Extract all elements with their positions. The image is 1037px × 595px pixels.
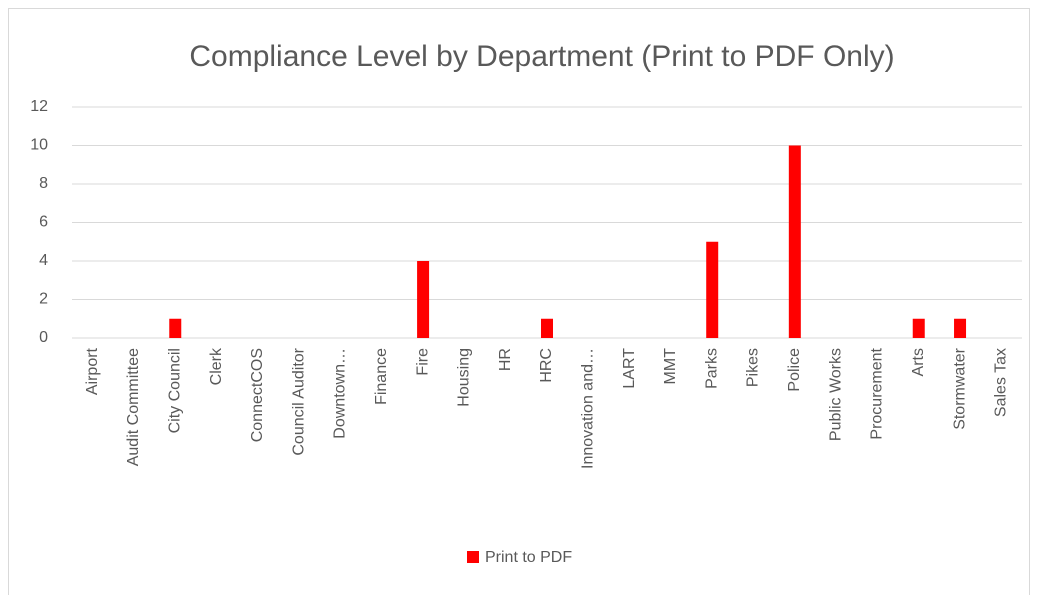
x-tick-label: HR <box>497 348 514 371</box>
x-tick-label: Housing <box>456 348 473 407</box>
bar <box>706 241 719 338</box>
y-tick-label: 8 <box>39 175 48 192</box>
legend-label: Print to PDF <box>485 549 572 566</box>
y-tick-label: 6 <box>39 214 48 231</box>
x-tick-label: Clerk <box>208 347 225 385</box>
x-tick-label: Innovation and… <box>580 348 597 469</box>
x-tick-label: City Council <box>166 348 183 433</box>
y-tick-label: 10 <box>30 137 48 154</box>
x-tick-label: Council Auditor <box>290 347 307 455</box>
x-tick-label: Stormwater <box>951 347 968 429</box>
y-tick-label: 2 <box>39 291 48 308</box>
legend-swatch <box>467 551 479 563</box>
chart-frame <box>8 8 1030 595</box>
bar <box>954 318 967 338</box>
bar <box>541 318 553 338</box>
x-tick-label: Downtown… <box>332 348 349 439</box>
x-tick-label: LART <box>621 348 638 389</box>
x-tick-label: Audit Committee <box>125 348 142 466</box>
x-tick-label: Public Works <box>827 348 844 441</box>
bar <box>417 261 430 338</box>
x-tick-label: Procurement <box>869 347 886 439</box>
x-tick-label: Finance <box>373 348 390 405</box>
x-tick-label: Pikes <box>745 348 762 387</box>
x-tick-label: Sales Tax <box>993 348 1010 417</box>
x-tick-label: Fire <box>414 348 431 376</box>
x-tick-label: HRC <box>538 348 555 383</box>
x-tick-label: Police <box>786 348 803 392</box>
x-tick-label: Arts <box>910 348 927 376</box>
bar <box>169 318 182 338</box>
y-tick-label: 4 <box>39 252 48 269</box>
x-tick-label: Parks <box>703 348 720 389</box>
bar <box>912 318 925 338</box>
bar <box>788 145 801 338</box>
chart-title: Compliance Level by Department (Print to… <box>189 40 894 73</box>
y-tick-label: 12 <box>30 98 48 115</box>
x-tick-label: MMT <box>662 348 679 385</box>
x-tick-label: Airport <box>84 347 101 395</box>
y-tick-label: 0 <box>39 329 48 346</box>
x-tick-label: ConnectCOS <box>249 348 266 442</box>
